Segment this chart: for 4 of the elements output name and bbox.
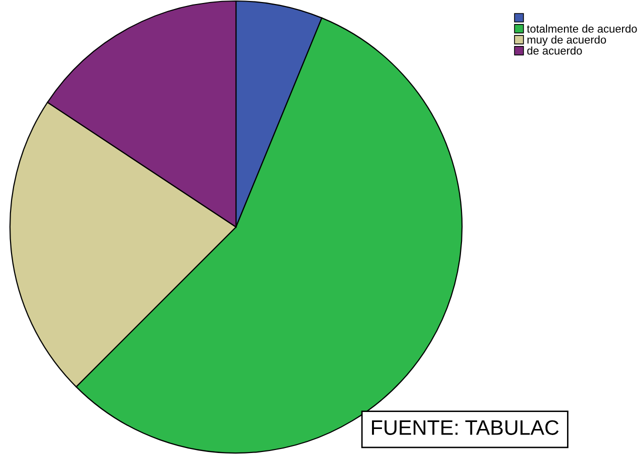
source-note: FUENTE: TABULAC (372, 420, 559, 435)
legend-label: totalmente de acuerdo (526, 24, 637, 33)
legend-label: de acuerdo (527, 46, 582, 55)
legend-label: muy de acuerdo (528, 35, 606, 46)
